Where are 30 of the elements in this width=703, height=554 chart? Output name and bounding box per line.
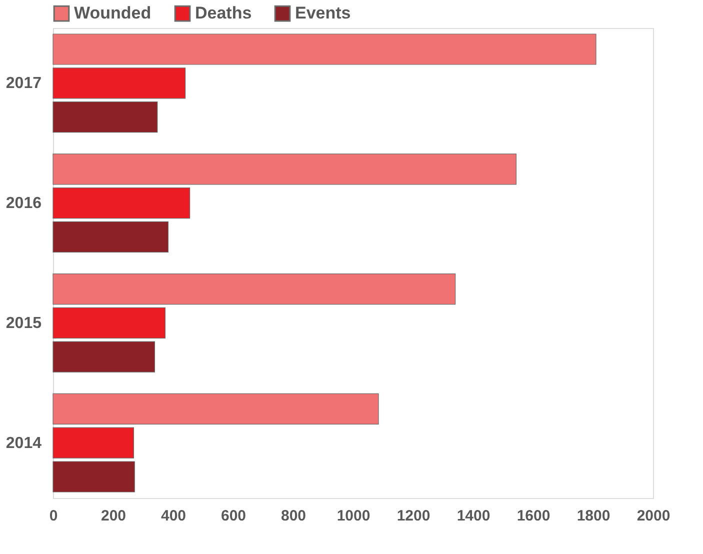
x-tick-label: 1000 [336, 508, 370, 524]
bar [52, 187, 190, 219]
legend-label: Events [295, 4, 351, 23]
x-tick-label: 1400 [456, 508, 490, 524]
bar [52, 221, 168, 253]
y-tick-label: 2015 [6, 314, 42, 332]
x-tick-label: 400 [160, 508, 186, 524]
x-tick-label: 600 [220, 508, 246, 524]
x-tick-label: 800 [280, 508, 306, 524]
y-tick-label: 2014 [6, 434, 42, 452]
bar [52, 307, 166, 339]
x-tick-label: 1800 [576, 508, 610, 524]
bar [52, 34, 596, 65]
legend-label: Wounded [74, 4, 152, 23]
y-tick-label: 2017 [6, 75, 42, 92]
bar [52, 154, 516, 185]
x-tick-label: 2000 [636, 508, 670, 524]
x-tick-label: 1200 [396, 508, 430, 524]
bar [52, 102, 158, 133]
x-tick-label: 200 [100, 508, 126, 524]
x-tick-label: 0 [49, 508, 58, 524]
bar [52, 341, 155, 372]
legend-label: Deaths [195, 4, 252, 23]
bar [52, 68, 186, 99]
bar [52, 393, 379, 424]
y-tick-label: 2016 [6, 195, 42, 212]
bar [52, 461, 135, 492]
bar [52, 273, 456, 305]
x-tick-label: 1600 [516, 508, 550, 524]
bar [52, 427, 134, 458]
